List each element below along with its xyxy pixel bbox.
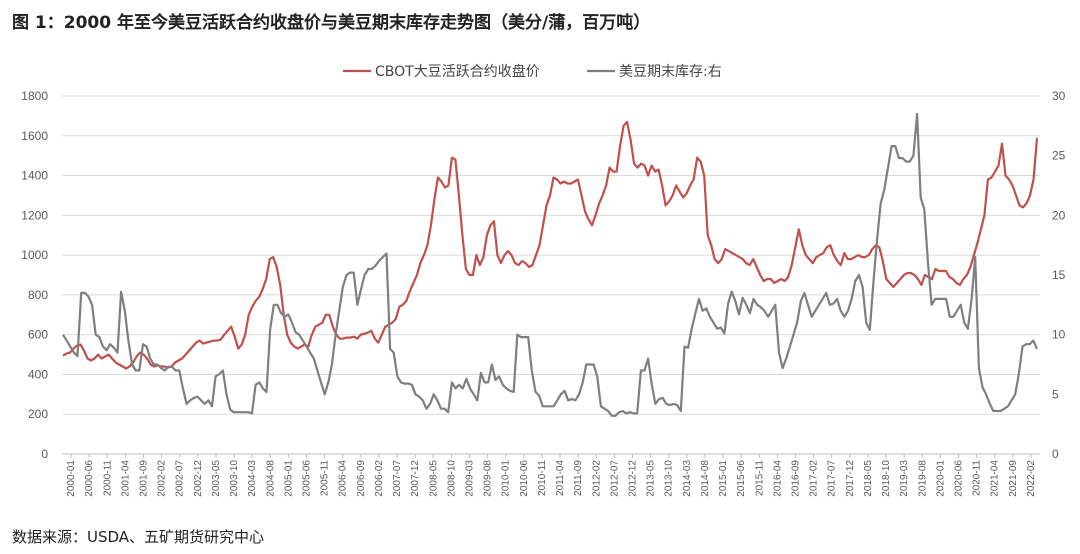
x-tick-label: 2020-11 bbox=[972, 460, 983, 496]
x-tick-label: 2020-06 bbox=[954, 460, 965, 497]
figure-title: 图 1：2000 年至今美豆活跃合约收盘价与美豆期末库存走势图（美分/蒲，百万吨… bbox=[12, 13, 651, 33]
x-tick-label: 2002-12 bbox=[193, 460, 204, 497]
y-left-tick-label: 1000 bbox=[21, 248, 48, 262]
legend-label-price: CBOT大豆活跃合约收盘价 bbox=[375, 63, 540, 80]
x-tick-label: 2006-09 bbox=[356, 460, 367, 497]
x-tick-label: 2016-09 bbox=[791, 460, 802, 497]
x-tick-label: 2012-12 bbox=[628, 460, 639, 497]
y-left-tick-label: 800 bbox=[28, 288, 48, 302]
y-left-tick-label: 0 bbox=[41, 447, 48, 461]
x-tick-label: 2010-06 bbox=[519, 460, 530, 497]
y-left-tick-label: 200 bbox=[28, 407, 48, 421]
x-tick-label: 2015-01 bbox=[718, 460, 729, 497]
legend: CBOT大豆活跃合约收盘价 美豆期末库存:右 bbox=[343, 63, 722, 80]
x-tick-label: 2012-02 bbox=[591, 460, 602, 497]
x-tick-label: 2003-05 bbox=[211, 460, 222, 497]
y-right-tick-label: 5 bbox=[1052, 387, 1059, 401]
x-tick-label: 2009-08 bbox=[483, 460, 494, 497]
y-right-tick-label: 0 bbox=[1052, 447, 1059, 461]
x-tick-label: 2010-01 bbox=[501, 460, 512, 497]
x-tick-label: 2006-02 bbox=[374, 460, 385, 497]
x-tick-label: 2020-01 bbox=[935, 460, 946, 497]
x-tick-label: 2015-06 bbox=[736, 460, 747, 497]
x-tick-label: 2007-07 bbox=[392, 460, 403, 497]
x-tick-label: 2004-03 bbox=[247, 460, 258, 497]
x-tick-label: 2019-08 bbox=[917, 460, 928, 497]
x-tick-label: 2005-06 bbox=[302, 460, 313, 497]
y-left-tick-label: 1200 bbox=[21, 208, 48, 222]
series-lines bbox=[62, 112, 1039, 417]
x-tick-label: 2006-04 bbox=[338, 460, 349, 497]
x-tick-label: 2003-10 bbox=[229, 460, 240, 497]
x-tick-label: 2002-07 bbox=[175, 460, 186, 497]
x-tick-label: 2002-02 bbox=[157, 460, 168, 497]
x-tick-label: 2008-10 bbox=[446, 460, 457, 497]
x-tick-label: 2014-03 bbox=[682, 460, 693, 497]
x-tick-label: 2011-09 bbox=[573, 460, 584, 496]
x-tick-label: 2017-07 bbox=[827, 460, 838, 497]
x-tick-label: 2013-10 bbox=[664, 460, 675, 497]
x-tick-label: 2021-04 bbox=[990, 460, 1001, 497]
x-tick-label: 2000-06 bbox=[84, 460, 95, 497]
x-tick-label: 2008-05 bbox=[428, 460, 439, 497]
x-tick-label: 2017-12 bbox=[845, 460, 856, 497]
x-tick-label: 2022-02 bbox=[1026, 460, 1037, 497]
x-tick-label: 2019-03 bbox=[899, 460, 910, 497]
series-line-price bbox=[62, 120, 1039, 370]
x-tick-label: 2018-05 bbox=[863, 460, 874, 497]
x-tick-label: 2009-03 bbox=[465, 460, 476, 497]
data-source-note: 数据来源：USDA、五矿期货研究中心 bbox=[12, 528, 265, 546]
y-left-tick-label: 1800 bbox=[21, 89, 48, 103]
x-tick-label: 2010-11 bbox=[537, 460, 548, 496]
x-tick-label: 2017-02 bbox=[809, 460, 820, 497]
y-left-tick-label: 400 bbox=[28, 367, 48, 381]
x-tick-label: 2004-08 bbox=[265, 460, 276, 497]
x-tick-label: 2011-04 bbox=[555, 460, 566, 496]
x-tick-label: 2016-04 bbox=[772, 460, 783, 497]
y-left-tick-label: 1600 bbox=[21, 129, 48, 143]
y-right-tick-label: 30 bbox=[1052, 89, 1066, 103]
x-tick-label: 2005-01 bbox=[283, 460, 294, 497]
x-tick-label: 2001-04 bbox=[120, 460, 131, 497]
axes: 0 200 400 600 800 1000 1200 1400 1600 1800 0 5 10 15 2… bbox=[21, 89, 1065, 497]
x-tick-label: 2001-09 bbox=[139, 460, 150, 497]
x-tick-label: 2005-11 bbox=[320, 460, 331, 496]
y-right-tick-label: 20 bbox=[1052, 208, 1066, 222]
x-tick-label: 2000-11 bbox=[102, 460, 113, 496]
x-tick-label: 2021-09 bbox=[1008, 460, 1019, 497]
legend-label-stocks: 美豆期末库存:右 bbox=[619, 64, 722, 80]
x-tick-label: 2000-01 bbox=[66, 460, 77, 497]
y-right-tick-label: 15 bbox=[1052, 268, 1066, 282]
series-line-stocks bbox=[62, 112, 1039, 417]
x-tick-label: 2012-07 bbox=[609, 460, 620, 497]
x-tick-label: 2014-08 bbox=[700, 460, 711, 497]
x-tick-label: 2013-05 bbox=[646, 460, 657, 497]
y-left-tick-label: 1400 bbox=[21, 169, 48, 183]
x-tick-label: 2007-12 bbox=[410, 460, 421, 497]
y-right-tick-label: 10 bbox=[1052, 328, 1066, 342]
y-left-tick-label: 600 bbox=[28, 328, 48, 342]
y-right-tick-label: 25 bbox=[1052, 149, 1066, 163]
x-tick-label: 2015-11 bbox=[754, 460, 765, 496]
x-tick-label: 2018-10 bbox=[881, 460, 892, 497]
